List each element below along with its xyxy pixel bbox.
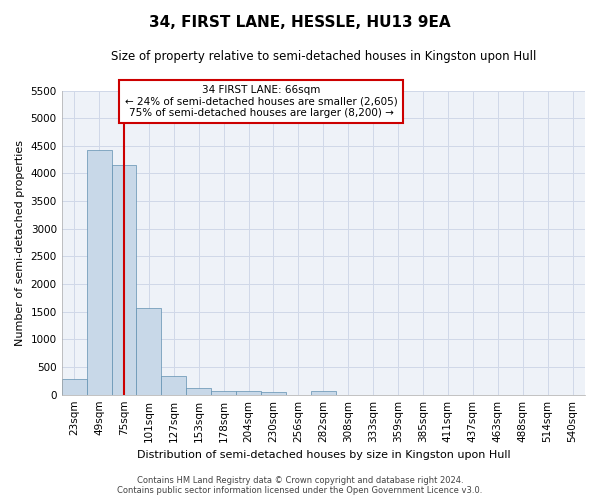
Bar bbox=[86, 150, 112, 394]
Text: 34 FIRST LANE: 66sqm
← 24% of semi-detached houses are smaller (2,605)
75% of se: 34 FIRST LANE: 66sqm ← 24% of semi-detac… bbox=[125, 85, 397, 118]
Bar bbox=[261, 392, 286, 394]
Bar bbox=[186, 388, 211, 394]
Bar bbox=[211, 390, 236, 394]
Text: Contains HM Land Registry data © Crown copyright and database right 2024.
Contai: Contains HM Land Registry data © Crown c… bbox=[118, 476, 482, 495]
Bar bbox=[311, 391, 336, 394]
X-axis label: Distribution of semi-detached houses by size in Kingston upon Hull: Distribution of semi-detached houses by … bbox=[137, 450, 510, 460]
Y-axis label: Number of semi-detached properties: Number of semi-detached properties bbox=[15, 140, 25, 346]
Bar bbox=[136, 308, 161, 394]
Bar bbox=[236, 392, 261, 394]
Bar bbox=[112, 164, 136, 394]
Title: Size of property relative to semi-detached houses in Kingston upon Hull: Size of property relative to semi-detach… bbox=[110, 50, 536, 63]
Bar bbox=[161, 376, 186, 394]
Bar bbox=[62, 379, 86, 394]
Text: 34, FIRST LANE, HESSLE, HU13 9EA: 34, FIRST LANE, HESSLE, HU13 9EA bbox=[149, 15, 451, 30]
